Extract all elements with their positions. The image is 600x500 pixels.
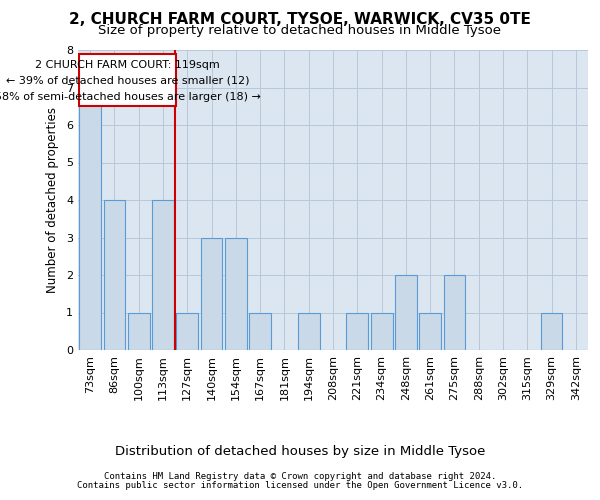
Bar	[200, 238, 223, 350]
Text: Contains HM Land Registry data © Crown copyright and database right 2024.: Contains HM Land Registry data © Crown c…	[104, 472, 496, 481]
Text: Distribution of detached houses by size in Middle Tysoe: Distribution of detached houses by size …	[115, 444, 485, 458]
Text: 2 CHURCH FARM COURT: 119sqm: 2 CHURCH FARM COURT: 119sqm	[35, 60, 220, 70]
Text: Size of property relative to detached houses in Middle Tysoe: Size of property relative to detached ho…	[98, 24, 502, 37]
Bar	[298, 312, 320, 350]
Bar	[128, 312, 149, 350]
Bar	[249, 312, 271, 350]
Bar	[79, 54, 176, 106]
Bar	[443, 275, 466, 350]
Bar	[225, 238, 247, 350]
Bar	[104, 200, 125, 350]
Y-axis label: Number of detached properties: Number of detached properties	[46, 107, 59, 293]
Bar	[541, 312, 562, 350]
Text: Contains public sector information licensed under the Open Government Licence v3: Contains public sector information licen…	[77, 481, 523, 490]
Bar	[152, 200, 174, 350]
Bar	[395, 275, 417, 350]
Bar	[419, 312, 441, 350]
Bar	[79, 88, 101, 350]
Bar	[346, 312, 368, 350]
Bar	[371, 312, 392, 350]
Text: 58% of semi-detached houses are larger (18) →: 58% of semi-detached houses are larger (…	[0, 92, 261, 102]
Text: 2, CHURCH FARM COURT, TYSOE, WARWICK, CV35 0TE: 2, CHURCH FARM COURT, TYSOE, WARWICK, CV…	[69, 12, 531, 28]
Text: ← 39% of detached houses are smaller (12): ← 39% of detached houses are smaller (12…	[6, 76, 250, 86]
Bar	[176, 312, 198, 350]
